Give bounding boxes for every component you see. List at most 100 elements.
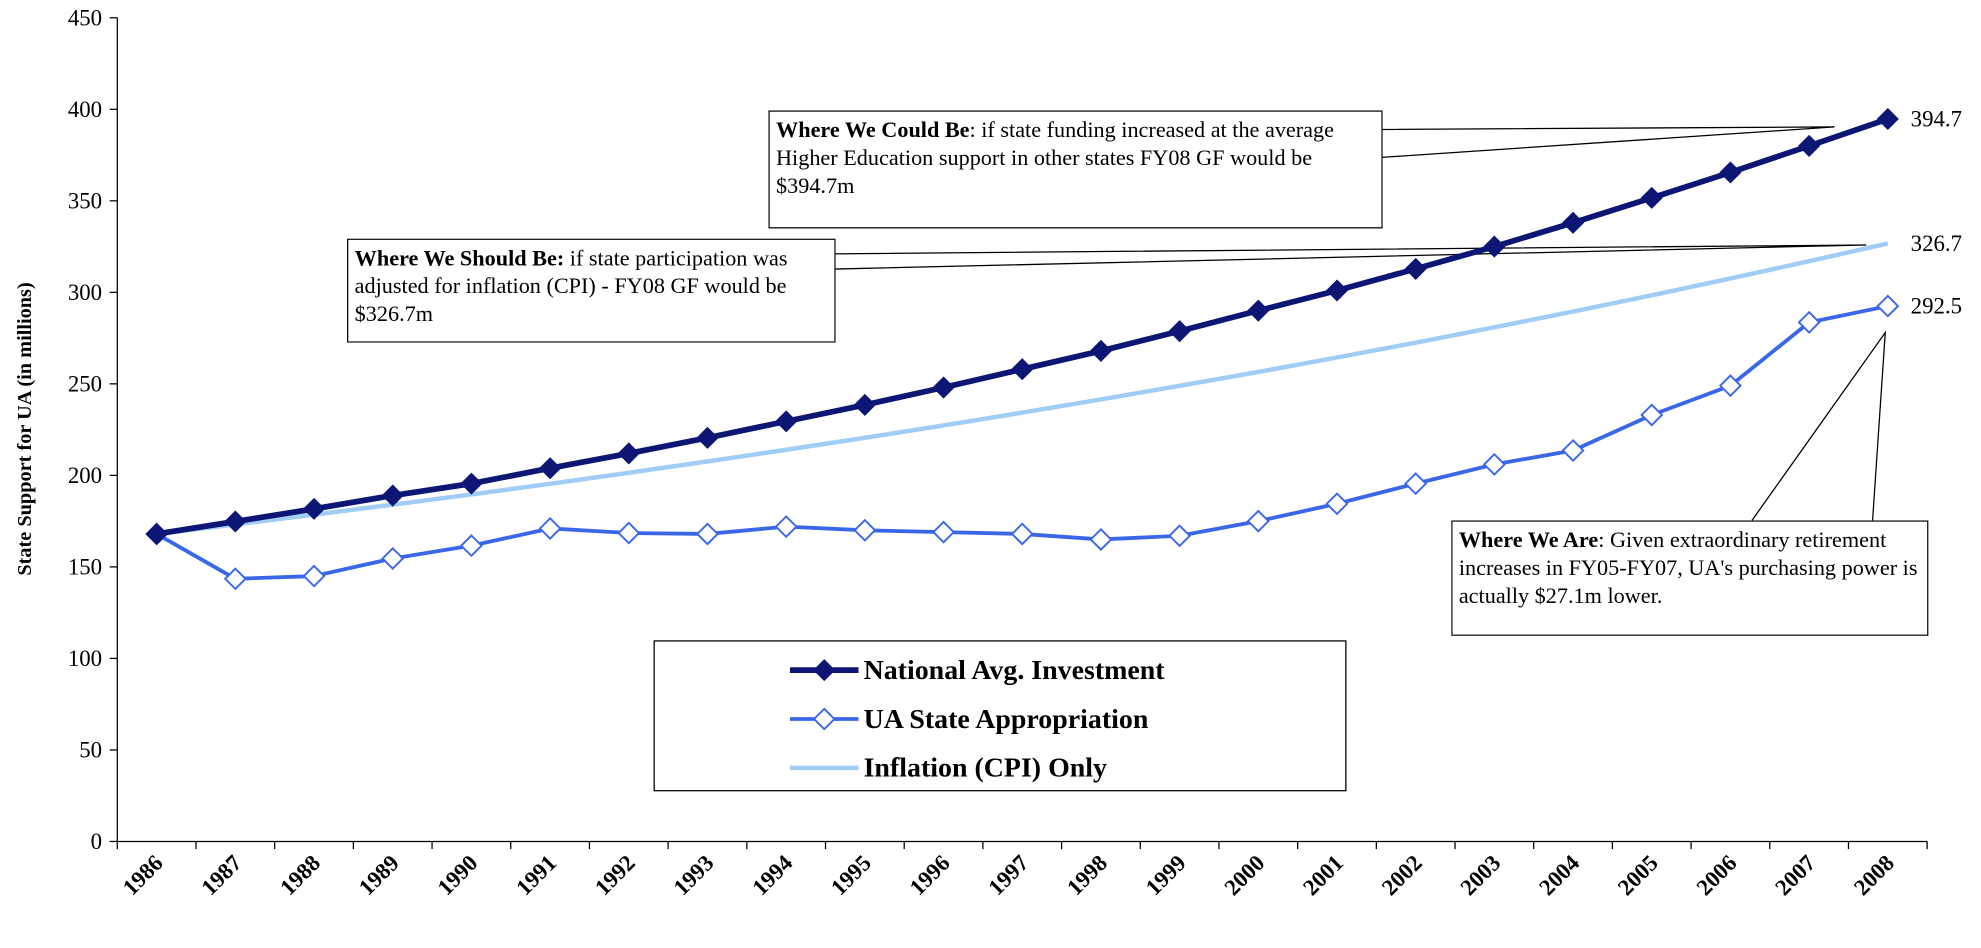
x-tick-label: 2006 [1692, 850, 1742, 900]
annotation-text: : Given extraordinary retirement increas… [1458, 526, 1918, 608]
legend-marker [813, 659, 836, 682]
data-label: 292.5 [1911, 294, 1962, 319]
data-point [1325, 279, 1349, 302]
data-point [932, 520, 956, 544]
data-point [1011, 358, 1034, 381]
y-tick-label: 150 [68, 555, 102, 580]
y-tick-label: 200 [68, 463, 102, 488]
annotation-box: Where We Should Be: if state participati… [347, 238, 836, 343]
data-point [1797, 310, 1821, 334]
y-tick-label: 100 [68, 646, 102, 671]
legend-label: Inflation (CPI) Only [864, 753, 1107, 784]
data-point [853, 393, 876, 416]
data-point [223, 567, 247, 591]
series-line [156, 241, 1889, 537]
y-tick-label: 350 [68, 188, 102, 213]
data-point [538, 516, 562, 540]
data-point [1168, 524, 1192, 548]
x-tick-label: 2000 [1219, 850, 1269, 900]
x-tick-label: 1993 [669, 850, 719, 900]
data-point [381, 484, 404, 507]
x-tick-label: 1997 [983, 850, 1033, 900]
data-point [617, 521, 641, 545]
x-tick-label: 1991 [511, 850, 561, 900]
data-point [1404, 472, 1428, 496]
callouts [834, 126, 1887, 521]
annotation: Where We Are: Given extraordinary retire… [1451, 520, 1929, 636]
data-point [932, 376, 955, 399]
data-point [224, 510, 247, 533]
data-point [302, 497, 326, 520]
y-tick-label: 400 [68, 97, 102, 122]
legend-label: UA State Appropriation [864, 704, 1149, 735]
x-tick-label: 1995 [826, 850, 876, 900]
data-point [774, 515, 798, 539]
x-tick-label: 1987 [197, 850, 247, 900]
legend-box [653, 640, 1347, 792]
annotation: Where We Should Be: if state participati… [347, 238, 836, 343]
x-tick-label: 1992 [590, 850, 640, 900]
data-point [1325, 492, 1349, 516]
data-point [1640, 186, 1663, 209]
data-point [1404, 257, 1427, 280]
data-point [1010, 522, 1034, 546]
callout-line [1381, 126, 1835, 159]
data-point [1562, 211, 1585, 234]
x-tick-label: 1986 [118, 850, 168, 900]
data-point [1640, 403, 1664, 427]
annotation-box: Where We Could Be: if state funding incr… [768, 110, 1383, 229]
data-point [460, 472, 483, 495]
data-point [1089, 339, 1112, 362]
data-point [1168, 320, 1191, 343]
x-tick-label: 1996 [905, 850, 955, 900]
data-point [1089, 527, 1113, 551]
annotation-text: : if state funding increased at the aver… [776, 116, 1335, 198]
x-tick-label: 1999 [1141, 850, 1191, 900]
legend: National Avg. Investment UA State Appropr… [789, 655, 1166, 784]
data-point [459, 534, 483, 558]
data-point [1876, 107, 1899, 131]
data-point [145, 522, 168, 546]
annotation-bold: Where We Should Be: [354, 244, 565, 271]
x-tick-label: 1990 [433, 850, 483, 900]
data-point [1561, 438, 1585, 462]
legend-label: National Avg. Investment [864, 655, 1166, 686]
data-point [1798, 134, 1821, 157]
annotation: Where We Could Be: if state funding incr… [768, 110, 1383, 229]
data-point [1719, 161, 1742, 184]
data-point [696, 426, 719, 449]
data-point [695, 522, 719, 546]
callout-line [834, 244, 1867, 270]
x-tick-label: 2005 [1613, 850, 1663, 900]
data-point [1483, 235, 1506, 258]
y-tick-label: 250 [68, 371, 102, 396]
annotation-bold: Where We Are [1458, 526, 1599, 553]
y-tick-label: 300 [68, 280, 102, 305]
data-label: 394.7 [1911, 107, 1962, 132]
callout-line [1751, 330, 1887, 521]
data-label: 326.7 [1911, 231, 1962, 256]
legend-marker [812, 707, 836, 731]
annotation-bold: Where We Could Be [776, 116, 970, 143]
data-point [302, 564, 326, 588]
data-point [381, 546, 405, 570]
x-tick-label: 2008 [1849, 850, 1899, 900]
annotation-text: if state participation was adjusted for … [354, 244, 788, 327]
y-tick-label: 450 [68, 5, 102, 30]
x-tick-label: 1998 [1062, 850, 1112, 900]
data-point [1247, 299, 1270, 322]
x-tick-label: 1989 [354, 850, 404, 900]
y-tick-label: 0 [91, 829, 102, 854]
data-point [539, 457, 562, 480]
data-point [1246, 509, 1270, 533]
y-axis-label: State Support for UA (in millions) [14, 282, 36, 575]
x-tick-label: 2007 [1770, 850, 1820, 900]
data-point [1718, 374, 1742, 398]
annotation-box: Where We Are: Given extraordinary retire… [1451, 520, 1929, 636]
data-point [1482, 452, 1506, 476]
x-tick-label: 2001 [1298, 850, 1348, 900]
data-point [775, 410, 798, 433]
data-point [617, 442, 640, 465]
